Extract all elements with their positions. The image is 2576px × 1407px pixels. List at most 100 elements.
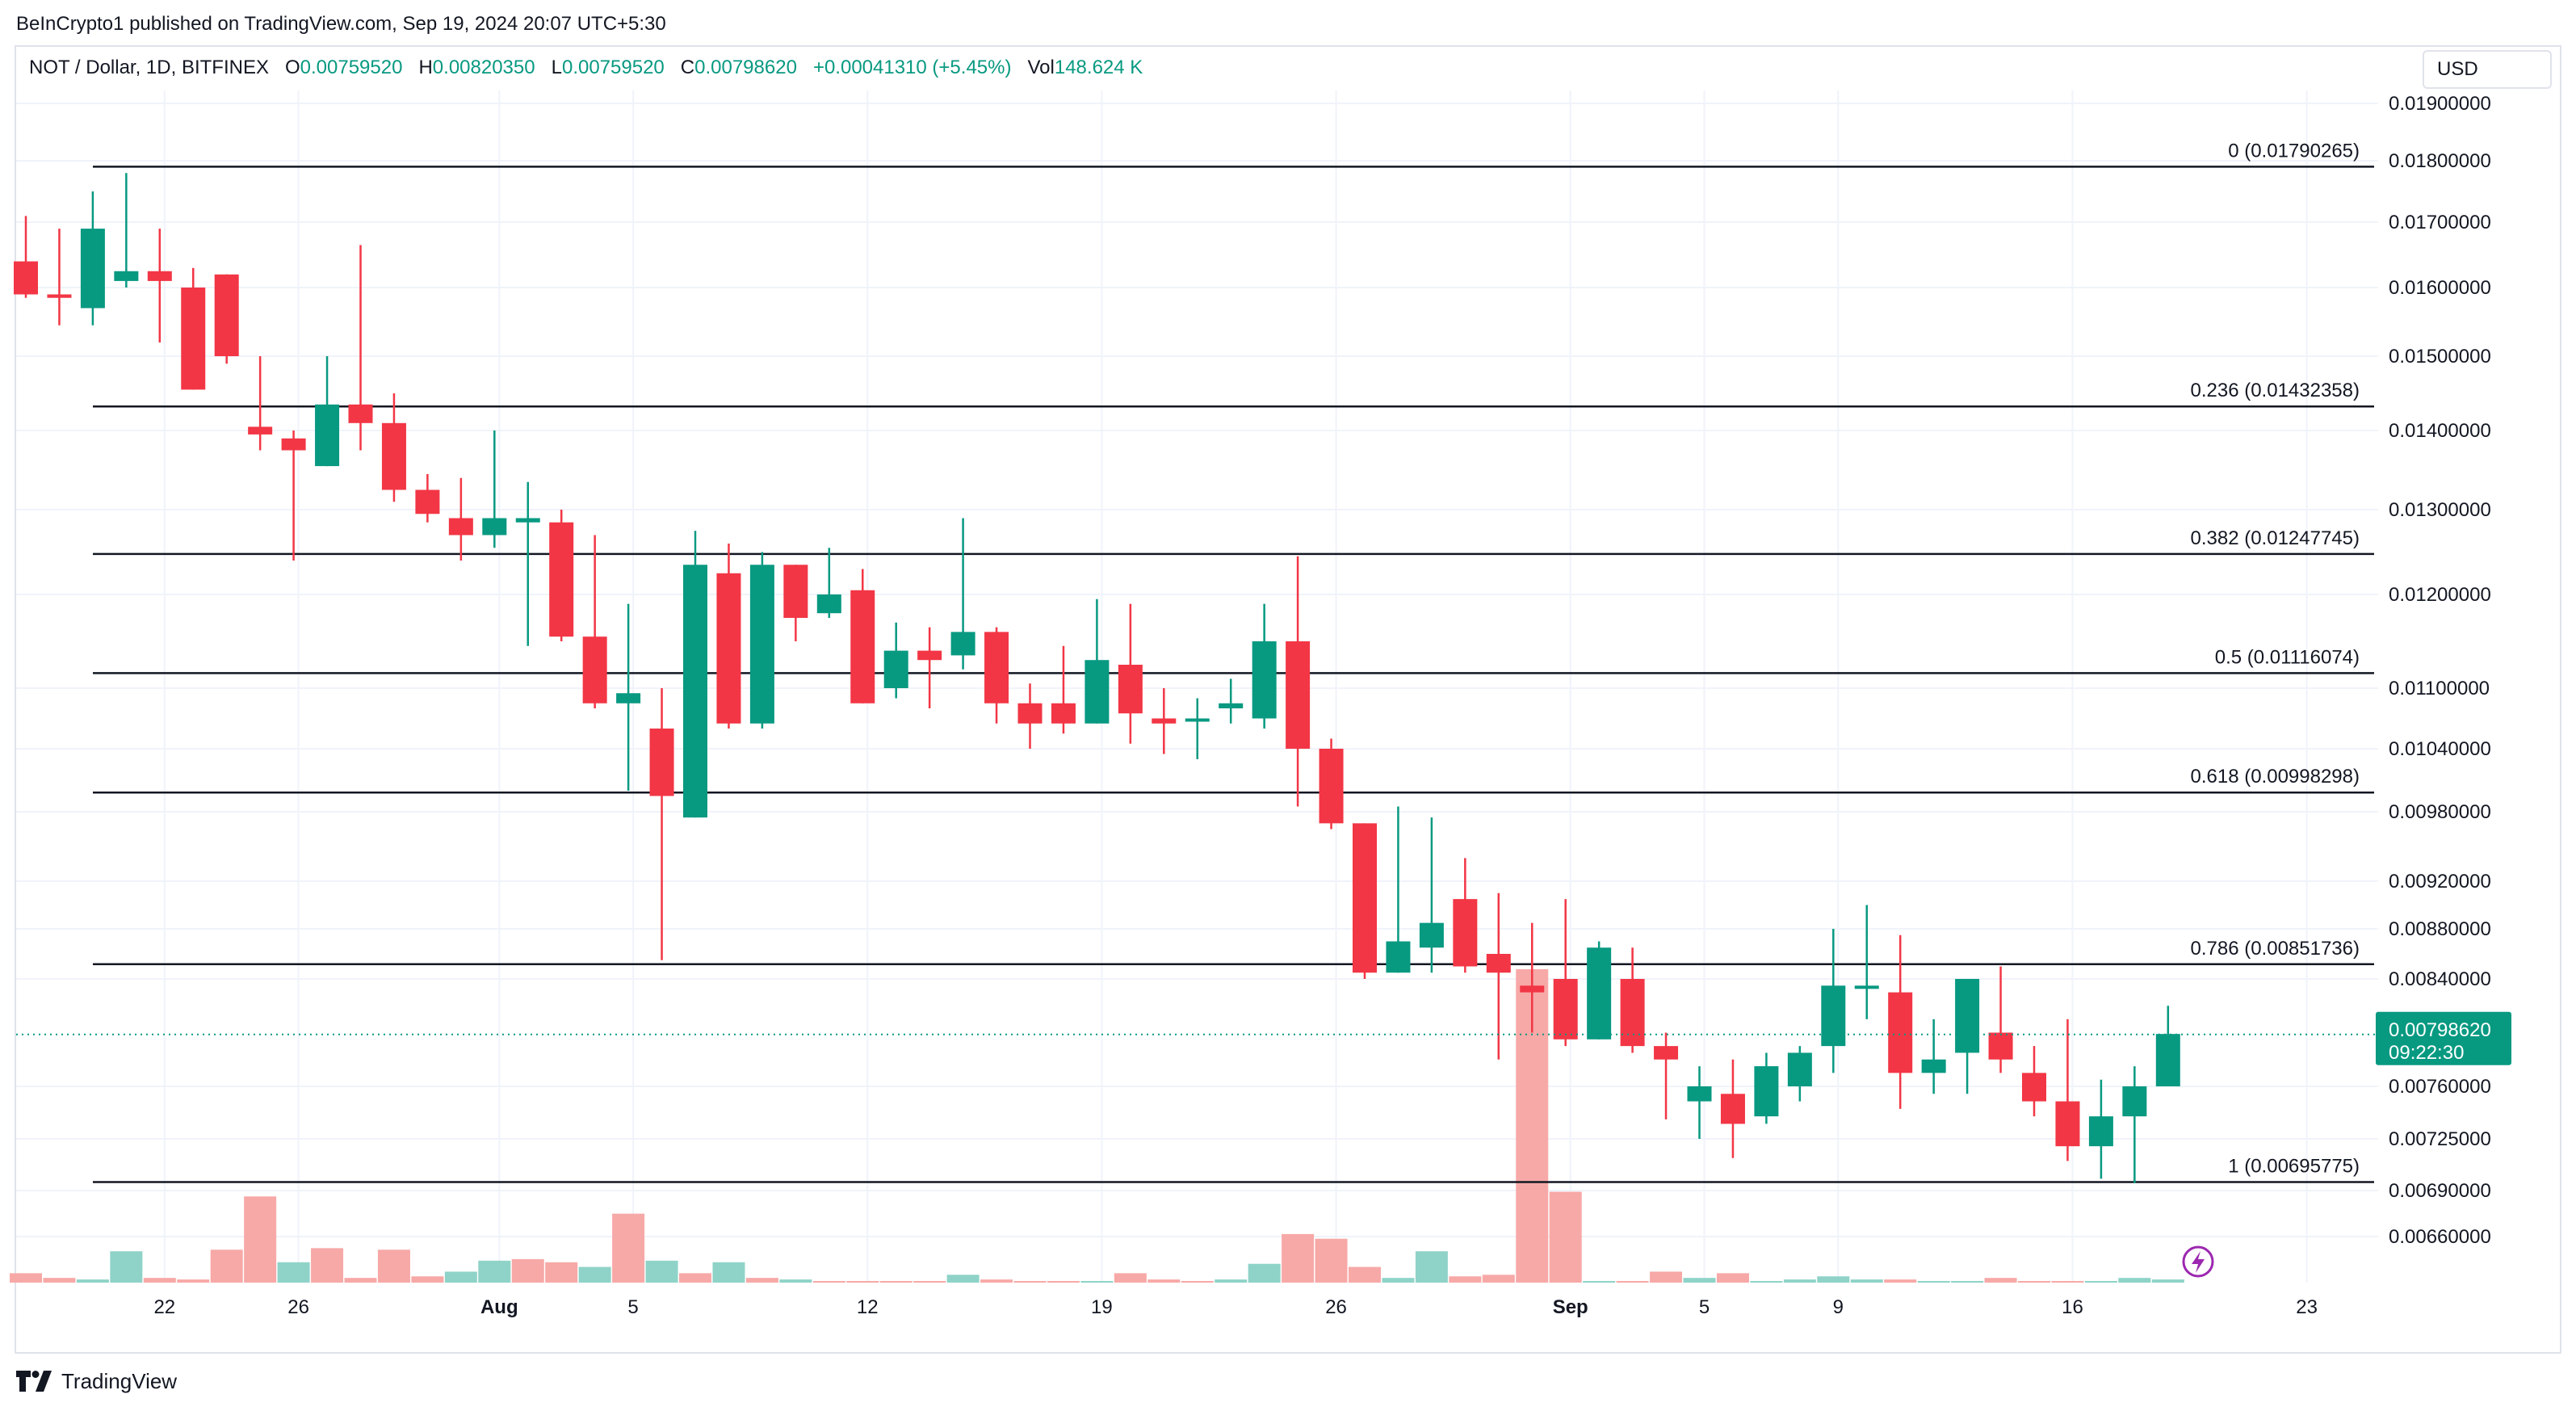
fib-level-label: 0.236 (0.01432358) bbox=[2190, 380, 2360, 401]
candle-body bbox=[1988, 1032, 2013, 1060]
y-axis: 0.01900000 0.01800000 0.01700000 0.01600000… bbox=[2389, 93, 2491, 1248]
y-axis-tick-label: 0.01040000 bbox=[2389, 738, 2491, 760]
candle-body bbox=[1051, 703, 1076, 724]
candle bbox=[582, 535, 607, 708]
candle bbox=[649, 688, 674, 960]
candle bbox=[248, 356, 273, 451]
footer-brand: TradingView bbox=[61, 1368, 178, 1393]
candle bbox=[1854, 905, 1879, 1019]
candle bbox=[1453, 858, 1478, 973]
y-axis-tick-label: 0.00920000 bbox=[2389, 871, 2491, 892]
candle-body bbox=[147, 271, 172, 281]
volume-bar bbox=[1650, 1271, 1683, 1283]
legend-low-value: 0.00759520 bbox=[561, 57, 665, 78]
candle-body bbox=[381, 422, 406, 490]
candle-body bbox=[1252, 641, 1277, 719]
candle bbox=[783, 565, 808, 641]
candle-body bbox=[1486, 954, 1511, 973]
legend-low-label: L bbox=[551, 57, 562, 78]
candle bbox=[1821, 929, 1846, 1073]
candle-body bbox=[616, 693, 641, 704]
lightning-icon[interactable] bbox=[2182, 1245, 2214, 1278]
candle-body bbox=[1687, 1086, 1712, 1102]
volume-bar bbox=[444, 1271, 477, 1283]
fib-levels: 0 (0.01790265) 0.236 (0.01432358) 0.382 (0… bbox=[93, 140, 2374, 1183]
volume-bar bbox=[1549, 1191, 1582, 1283]
candle-body bbox=[1553, 979, 1578, 1040]
candle bbox=[1888, 934, 1913, 1109]
legend-symbol: NOT / Dollar, 1D, BITFINEX bbox=[29, 57, 269, 78]
candle-body bbox=[181, 288, 206, 390]
y-axis-tick-label: 0.01600000 bbox=[2389, 277, 2491, 299]
candle bbox=[348, 245, 373, 451]
volume-bar bbox=[2018, 1281, 2050, 1283]
candle-body bbox=[950, 632, 975, 656]
volume-bar bbox=[2084, 1281, 2117, 1283]
y-axis-tick-label: 0.00660000 bbox=[2389, 1226, 2491, 1248]
x-axis-tick-label: 19 bbox=[1091, 1296, 1113, 1318]
volume-bar bbox=[1215, 1279, 1248, 1283]
volume-bar bbox=[43, 1278, 76, 1283]
candle bbox=[1486, 892, 1511, 1060]
candle bbox=[415, 473, 440, 523]
y-axis-tick-label: 0.00725000 bbox=[2389, 1128, 2491, 1150]
volume-bar bbox=[1783, 1279, 1816, 1283]
candle bbox=[515, 481, 540, 646]
y-axis-tick-label: 0.00880000 bbox=[2389, 918, 2491, 940]
candle-body bbox=[1017, 703, 1043, 724]
legend-high-label: H bbox=[418, 57, 433, 78]
x-axis-tick-label: 16 bbox=[2062, 1296, 2083, 1318]
candle bbox=[616, 603, 641, 791]
y-axis-tick-label: 0.01500000 bbox=[2389, 346, 2491, 368]
volume-bar bbox=[244, 1196, 277, 1283]
tradingview-logo[interactable]: TradingView bbox=[16, 1365, 177, 1397]
volume-bar bbox=[2051, 1281, 2084, 1283]
volume-bar bbox=[1080, 1281, 1114, 1283]
candle-body bbox=[1118, 665, 1143, 714]
candle bbox=[1017, 683, 1043, 749]
legend-close-value: 0.00798620 bbox=[694, 57, 797, 78]
candle bbox=[2088, 1079, 2113, 1179]
candle-body bbox=[1787, 1052, 1812, 1086]
candle-body bbox=[80, 229, 105, 309]
candle-body bbox=[415, 489, 440, 514]
candle bbox=[549, 510, 574, 641]
volume-bar bbox=[1583, 1281, 1616, 1283]
x-axis-tick-label: 9 bbox=[1833, 1296, 1844, 1318]
candle-body bbox=[1821, 985, 1846, 1047]
candle bbox=[683, 531, 707, 818]
candle bbox=[749, 552, 774, 729]
publish-caption: BeInCrypto1 published on TradingView.com… bbox=[16, 13, 666, 35]
x-axis-tick-label: Aug bbox=[480, 1296, 518, 1318]
candle bbox=[281, 430, 306, 561]
fib-level-label: 1 (0.00695775) bbox=[2228, 1155, 2360, 1177]
currency-selector[interactable]: USD bbox=[2423, 50, 2552, 89]
candle-body bbox=[683, 565, 707, 818]
candle-body bbox=[582, 636, 607, 704]
candle bbox=[1319, 738, 1344, 830]
volume-bar bbox=[1917, 1281, 1950, 1283]
candle-body bbox=[1185, 718, 1210, 722]
candles bbox=[14, 173, 2180, 1183]
x-axis-tick-label: 5 bbox=[1699, 1296, 1710, 1318]
last-price-value: 0.00798620 bbox=[2389, 1019, 2491, 1041]
candle-body bbox=[114, 271, 139, 281]
legend-volume-value: 148.624 K bbox=[1054, 57, 1143, 78]
volume-bar bbox=[411, 1276, 444, 1283]
candle bbox=[80, 191, 105, 326]
candle-body bbox=[1085, 660, 1110, 724]
candle-body bbox=[984, 632, 1009, 704]
candle bbox=[1152, 688, 1177, 754]
candle bbox=[850, 569, 875, 704]
candle bbox=[1252, 603, 1277, 729]
candle-body bbox=[716, 573, 741, 724]
candle bbox=[381, 393, 406, 502]
volume-bar bbox=[2118, 1278, 2151, 1283]
volume-bar bbox=[311, 1248, 344, 1283]
volume-bar bbox=[1181, 1281, 1214, 1283]
candle-body bbox=[348, 404, 373, 423]
y-axis-tick-label: 0.01400000 bbox=[2389, 420, 2491, 442]
volume-bar bbox=[1382, 1278, 1415, 1283]
candle-body bbox=[783, 565, 808, 618]
